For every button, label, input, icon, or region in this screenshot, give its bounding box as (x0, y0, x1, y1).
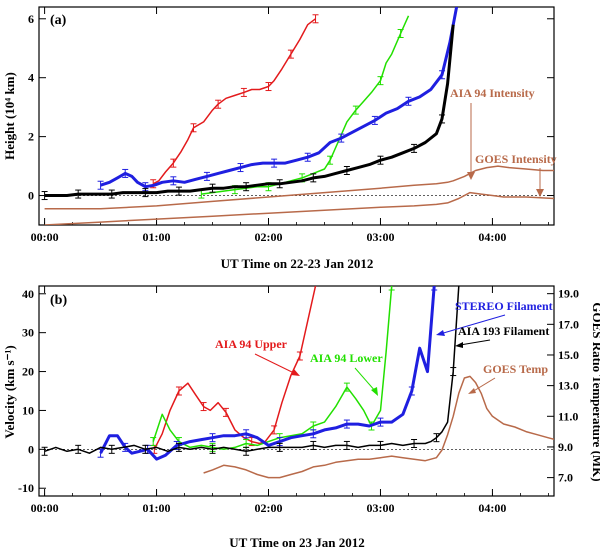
series-aia-94-upper-red (150, 14, 319, 189)
y-tick-label: 30 (22, 326, 34, 340)
series-stereo-filament-blue (97, 7, 459, 192)
panel-a-xlabel: UT Time on 22-23 Jan 2012 (221, 256, 374, 271)
series-goes-intensity (44, 191, 554, 225)
panel-b-xlabel: UT Time on 23 Jan 2012 (229, 535, 364, 550)
annotation-arrowhead-aia94-intensity (467, 172, 475, 180)
series-line-goes-intensity (44, 191, 554, 225)
panel-a-ylabel: Height (10⁴ km) (2, 72, 17, 160)
panel-b-axes: 00:00 01:00 02:00 03:00 04:00 -10 0 10 20 30 40 7.0… (18, 286, 579, 515)
series-aia-94-upper (151, 286, 317, 454)
series-goes-temp (203, 375, 554, 479)
x-tick-label: 04:00 (478, 501, 506, 515)
panel-a: 00:00 01:00 02:00 03:00 04:00 0 2 4 6 (a) UT Tim… (2, 6, 557, 271)
series-line-aia-94-lower-green (201, 15, 410, 195)
annotation-goes-intensity: GOES Intensity (475, 152, 557, 166)
x-tick-label: 02:00 (255, 501, 283, 515)
y-tick-label: -10 (18, 481, 34, 495)
panel-a-axes: 00:00 01:00 02:00 03:00 04:00 0 2 4 6 (28, 7, 554, 244)
y2-tick-label: 19.0 (558, 287, 579, 301)
series-line-aia-94-intensity (44, 165, 554, 210)
series-aia-193-filament-black (41, 24, 455, 201)
annotation-arrow-aia193-filament (459, 339, 491, 346)
y2-tick-label: 9.0 (558, 440, 573, 454)
panel-b-frame (38, 285, 555, 497)
series-line-aia-193-filament (44, 286, 460, 454)
x-tick-label: 01:00 (143, 501, 171, 515)
annotation-arrowhead-goes-temp (468, 388, 476, 394)
y2-tick-label: 7.0 (558, 471, 573, 485)
x-tick-label: 03:00 (366, 501, 394, 515)
x-tick-label: 03:00 (366, 230, 394, 244)
x-tick-label: 04:00 (478, 230, 506, 244)
annotation-aia94-upper: AIA 94 Upper (215, 337, 288, 351)
series-line-aia-94-upper-red (152, 18, 316, 185)
panel-b-label: (b) (50, 293, 67, 308)
series-line-goes-temp (203, 375, 554, 479)
panel-a-annotations: AIA 94 Intensity GOES Intensity (450, 86, 557, 197)
y-tick-label: 10 (22, 403, 34, 417)
y2-tick-label: 17.0 (558, 317, 579, 331)
series-line-aia-193-filament-black (44, 24, 455, 197)
panel-b-series (41, 286, 554, 479)
annotation-arrowhead-stereo-filament (436, 330, 445, 336)
y2-tick-label: 13.0 (558, 379, 579, 393)
annotation-arrowhead-aia94-lower (371, 387, 378, 396)
x-tick-label: 00:00 (31, 230, 59, 244)
y-tick-label: 6 (28, 12, 34, 26)
annotation-aia94-intensity: AIA 94 Intensity (450, 86, 535, 100)
x-tick-label: 00:00 (31, 501, 59, 515)
y-tick-label: 20 (22, 365, 34, 379)
panel-b-annotations: AIA 94 Upper AIA 94 Lower STEREO Filamen… (215, 299, 553, 396)
y2-tick-label: 11.0 (558, 409, 578, 423)
series-stereo-filament (97, 286, 438, 461)
y-tick-label: 40 (22, 287, 34, 301)
panel-b-y2label: GOES Ratio Temperature (MK) (590, 302, 600, 481)
series-line-aia-94-upper (153, 286, 317, 450)
panel-a-series (41, 7, 554, 225)
series-line-stereo-filament-blue (100, 7, 459, 189)
y-tick-label: 0 (28, 189, 34, 203)
panel-b: 00:00 01:00 02:00 03:00 04:00 -10 0 10 20 30 40 7.0… (2, 285, 600, 550)
annotation-arrow-aia94-lower (354, 367, 377, 393)
annotation-arrow-aia94-upper (254, 353, 297, 375)
x-tick-label: 02:00 (255, 230, 283, 244)
annotation-stereo-filament: STEREO Filament (455, 299, 553, 313)
series-aia-193-filament (41, 286, 460, 456)
x-tick-label: 01:00 (143, 230, 171, 244)
annotation-arrow-goes-temp (471, 377, 496, 393)
annotation-arrowhead-aia94-upper (291, 369, 300, 376)
y-tick-label: 0 (28, 442, 34, 456)
annotation-goes-temp: GOES Temp (483, 362, 548, 376)
annotation-arrowhead-aia193-filament (455, 342, 463, 348)
y-tick-label: 4 (28, 71, 34, 85)
annotation-arrow-stereo-filament (439, 314, 506, 335)
annotation-aia193-filament: AIA 193 Filament (458, 324, 549, 338)
panel-a-label: (a) (50, 13, 67, 28)
annotation-arrowhead-goes-intensity (536, 189, 544, 197)
annotation-aia94-lower: AIA 94 Lower (310, 351, 383, 365)
panel-b-ylabel: Velocity (km s⁻¹) (2, 345, 17, 438)
series-line-stereo-filament (99, 286, 436, 461)
series-aia-94-intensity (44, 165, 554, 210)
y-tick-label: 2 (28, 130, 34, 144)
y2-tick-label: 15.0 (558, 348, 579, 362)
